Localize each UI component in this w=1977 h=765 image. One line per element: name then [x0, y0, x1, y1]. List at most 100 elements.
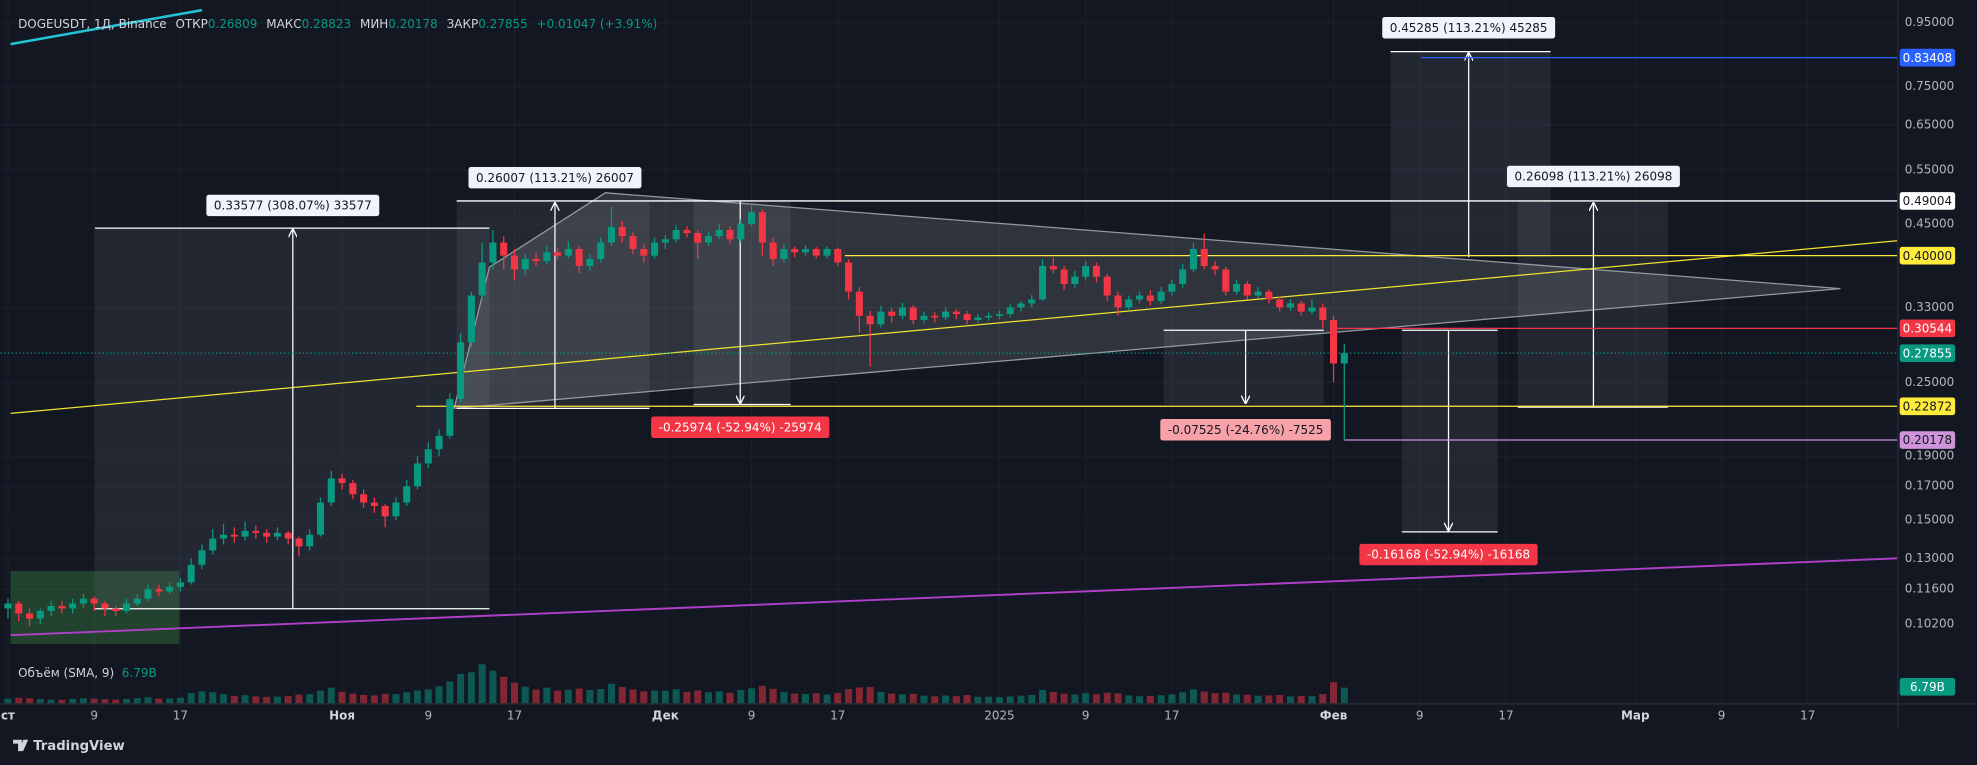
candle-body: [661, 239, 669, 243]
measure-label: 0.45285 (113.21%) 45285: [1382, 17, 1556, 39]
volume-bar: [1286, 696, 1294, 704]
x-tick-label: 17: [1498, 708, 1513, 722]
measure-labels: 0.33577 (308.07%) 33577 0.26007 (113.21%…: [206, 17, 1680, 566]
candle-body: [90, 598, 98, 604]
volume-bar: [866, 686, 874, 704]
candle-body: [683, 229, 691, 234]
candle-body: [230, 534, 238, 537]
candle-body: [349, 483, 357, 495]
volume-bar: [1028, 694, 1036, 704]
measure-text: 0.45285 (113.21%) 45285: [1390, 21, 1548, 35]
candle-body: [618, 226, 626, 237]
volume-bar: [661, 690, 669, 704]
brand: TradingView: [13, 739, 125, 754]
y-tick-label: 0.45000: [1905, 216, 1955, 230]
volume-bar: [898, 694, 906, 704]
candle-body: [1276, 299, 1284, 308]
candle-body: [651, 242, 659, 256]
volume-bar: [79, 698, 87, 704]
candle-body: [316, 502, 325, 535]
candle-body: [489, 242, 497, 263]
volume-bar: [1265, 695, 1273, 704]
candle-body: [1340, 353, 1348, 364]
price-axis-bg: [1897, 0, 1977, 729]
volume-bar: [58, 699, 66, 704]
open-label: ОТКР: [175, 16, 207, 30]
candle-body: [424, 449, 432, 464]
candle-body: [855, 291, 863, 316]
candle-body: [704, 236, 713, 243]
volume-bar: [1340, 687, 1348, 704]
volume-bar: [985, 696, 993, 704]
candle-body: [176, 582, 184, 587]
candle-body: [1286, 303, 1294, 308]
open-value: 0.26809: [208, 16, 257, 30]
measure-label: -0.07525 (-24.76%) -7525: [1160, 419, 1331, 441]
candle-body: [898, 307, 906, 316]
volume-bar: [230, 695, 238, 704]
candle-body: [909, 307, 917, 321]
volume-value: 6.79B: [122, 665, 157, 679]
candle-body: [295, 538, 303, 547]
candle-body: [931, 315, 939, 318]
candle-body: [823, 248, 831, 256]
candle-body: [575, 248, 583, 266]
volume-bar: [694, 690, 702, 704]
candle-body: [306, 534, 314, 547]
candle-body: [715, 229, 723, 237]
candle-body: [273, 532, 281, 537]
x-tick-label: Фев: [1320, 708, 1348, 722]
candle-body: [1308, 307, 1316, 312]
y-tick-label: 0.11600: [1905, 582, 1955, 596]
candle-body: [219, 534, 228, 539]
candle-body: [586, 259, 594, 266]
measure-label: 0.33577 (308.07%) 33577: [206, 194, 380, 217]
candle-body: [1082, 265, 1090, 277]
price-tag-label: 0.27855: [1903, 346, 1953, 360]
candle-body: [1060, 269, 1068, 285]
volume-bar: [25, 698, 34, 704]
candle-body: [467, 295, 475, 343]
volume-bar: [780, 692, 788, 704]
range-lines: [94, 51, 1668, 610]
volume-bar: [888, 693, 896, 704]
candle-body: [1233, 284, 1241, 292]
volume-bar: [381, 693, 389, 704]
candle-body: [112, 608, 120, 611]
volume-bar: [748, 688, 756, 704]
candle-body: [457, 342, 465, 399]
candle-body: [554, 252, 562, 256]
x-tick-label: 2025: [984, 708, 1014, 722]
volume-bar: [532, 689, 540, 704]
candle-body: [845, 262, 853, 292]
volume-bar: [252, 696, 260, 704]
volume-bar: [403, 692, 411, 704]
volume-bar: [457, 673, 465, 704]
price-tag: [1899, 192, 1956, 210]
candle-body: [812, 248, 820, 256]
volume-bar: [1233, 694, 1241, 704]
candle-body: [974, 317, 982, 321]
candle-body: [435, 435, 443, 450]
volume-bar: [316, 690, 325, 704]
volume-bar: [1092, 694, 1100, 704]
candle-body: [478, 262, 486, 296]
label-box: [1382, 17, 1556, 39]
candle-body: [338, 478, 346, 484]
volume-bar: [263, 696, 271, 704]
volume-bar: [1254, 695, 1262, 704]
volume-bar: [112, 699, 120, 704]
symbol: DOGEUSDT, 1Д, Binance: [18, 16, 167, 30]
candle-body: [629, 236, 637, 249]
candle-body: [521, 259, 529, 270]
volume-bar: [791, 693, 799, 704]
x-tick-label: 17: [507, 708, 522, 722]
candle-body: [1049, 265, 1057, 270]
y-tick-label: 0.33000: [1905, 300, 1955, 314]
candle-body: [1028, 299, 1036, 304]
volume-bar: [69, 698, 77, 704]
x-tick-label: 9: [90, 708, 98, 722]
candle-body: [564, 248, 572, 256]
candle-body: [1243, 284, 1251, 296]
volume-bar: [909, 693, 917, 704]
